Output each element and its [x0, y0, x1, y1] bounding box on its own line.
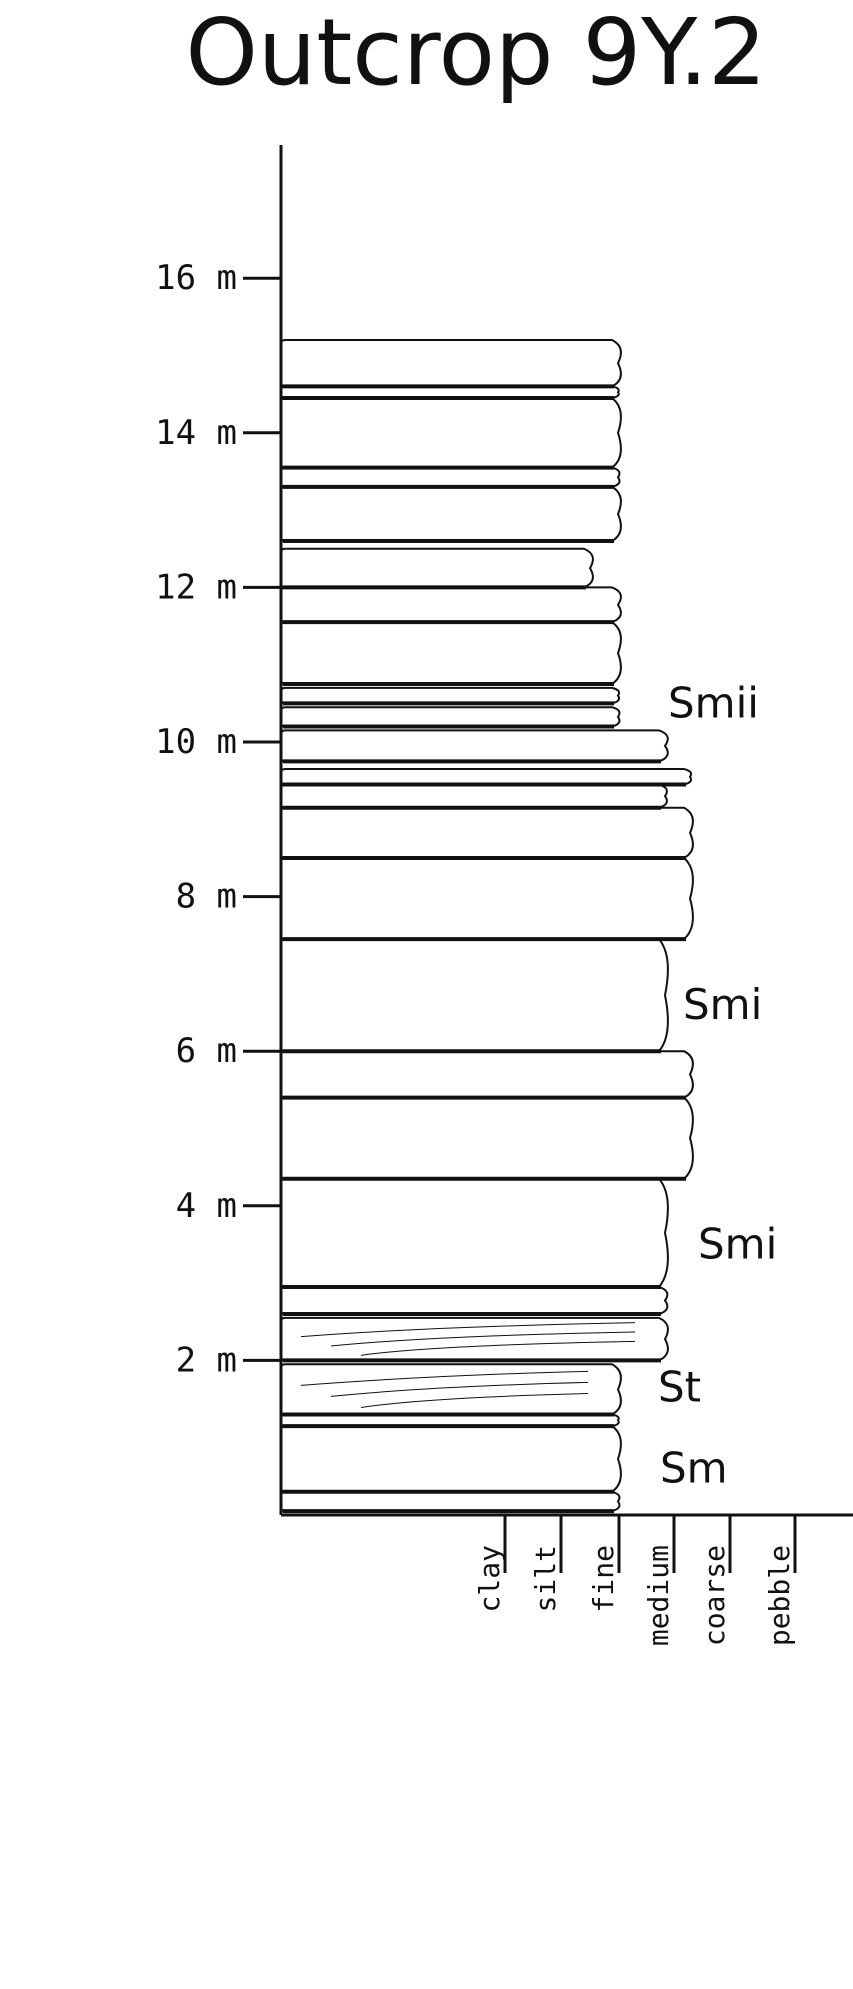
- facies-label: Sm: [660, 1444, 728, 1493]
- bed: [280, 686, 621, 705]
- bed: [280, 1177, 669, 1288]
- log-title: Outcrop 9Y.2: [186, 0, 767, 106]
- bed: [280, 1490, 621, 1513]
- bed: [280, 1316, 669, 1362]
- depth-tick-label: 6 m: [176, 1031, 237, 1071]
- bed: [280, 938, 669, 1053]
- lamina: [300, 1322, 636, 1338]
- bed: [280, 1425, 622, 1493]
- depth-axis: 16 m 14 m 12 m 10 m 8 m 6 m 4 m 2 m: [155, 145, 283, 1515]
- bed: [280, 1050, 694, 1099]
- bed: [280, 397, 622, 469]
- bed: [280, 485, 622, 543]
- bed: [280, 856, 694, 941]
- facies-label: St: [658, 1362, 701, 1411]
- grain-size-label: coarse: [698, 1545, 731, 1646]
- bed: [280, 621, 622, 686]
- grain-size-label: silt: [529, 1545, 562, 1612]
- bed: [280, 547, 594, 589]
- depth-tick-label: 8 m: [176, 877, 237, 917]
- depth-tick-label: 16 m: [155, 258, 237, 298]
- grain-size-label: pebble: [763, 1545, 796, 1646]
- depth-tick-label: 4 m: [176, 1186, 237, 1226]
- lamina: [330, 1331, 636, 1347]
- lamina: [330, 1381, 589, 1397]
- grain-size-axis: clay silt fine medium coarse pebble: [281, 1513, 853, 1646]
- depth-tick-label: 14 m: [155, 413, 237, 453]
- grain-size-label: fine: [587, 1545, 620, 1612]
- bed: [280, 768, 693, 786]
- lamina: [300, 1370, 589, 1386]
- bed: [280, 1096, 694, 1180]
- facies-label: Smi: [683, 980, 762, 1029]
- grain-size-label: clay: [473, 1545, 506, 1612]
- depth-tick-label: 2 m: [176, 1340, 237, 1380]
- depth-tick-label: 12 m: [155, 567, 237, 607]
- bed: [280, 466, 621, 488]
- bed: [280, 783, 668, 809]
- facies-label: Smi: [698, 1219, 777, 1268]
- facies-label: Smii: [668, 678, 759, 727]
- bed: [280, 806, 694, 859]
- facies-labels: Smii Smi Smi St Sm: [658, 678, 777, 1492]
- depth-tick-label: 10 m: [155, 722, 237, 762]
- bed-group: [280, 339, 694, 1514]
- bed: [280, 729, 669, 763]
- lamina: [360, 1340, 636, 1356]
- bed: [280, 1285, 669, 1316]
- bed: [280, 586, 622, 624]
- bed: [280, 339, 622, 388]
- grain-size-label: medium: [642, 1545, 675, 1646]
- bed: [280, 706, 621, 728]
- lamina: [360, 1392, 589, 1408]
